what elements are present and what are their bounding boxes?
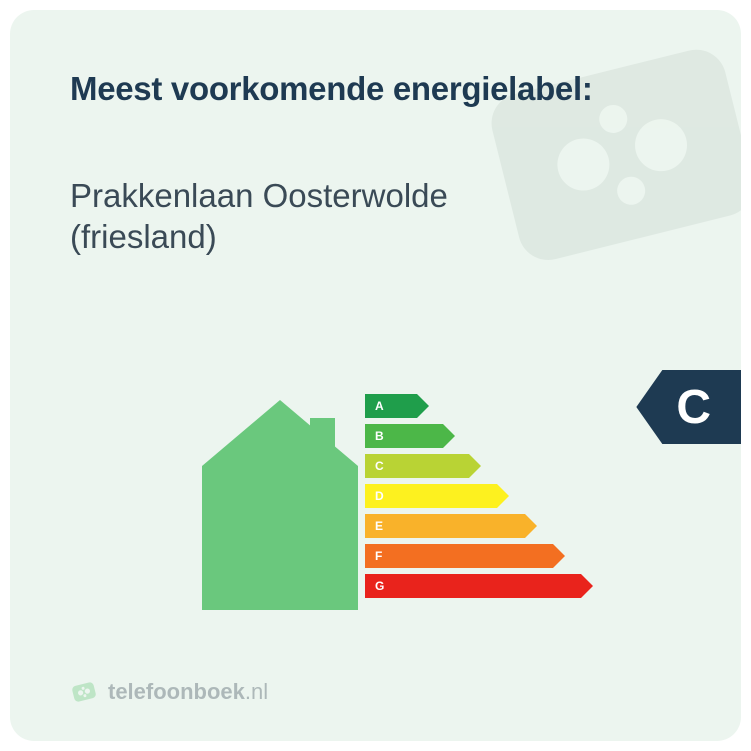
energy-bar-label: D — [375, 489, 384, 503]
energy-bar-label: F — [375, 549, 382, 563]
brand-text: telefoonboek.nl — [108, 679, 268, 705]
energy-bar-row: C — [365, 452, 581, 480]
energy-bar-g: G — [365, 574, 581, 598]
energy-bar-row: G — [365, 572, 581, 600]
energy-bar-row: F — [365, 542, 581, 570]
energy-bars: A B C D E F G — [365, 392, 581, 602]
energy-bar-f: F — [365, 544, 553, 568]
energy-bar-row: E — [365, 512, 581, 540]
energy-bar-label: E — [375, 519, 383, 533]
energy-bar-label: C — [375, 459, 384, 473]
brand-name: telefoonboek — [108, 679, 245, 704]
energy-bar-label: G — [375, 579, 384, 593]
energy-bar-e: E — [365, 514, 525, 538]
energy-bar-c: C — [365, 454, 469, 478]
energy-bar-a: A — [365, 394, 417, 418]
energy-bar-label: A — [375, 399, 384, 413]
card-title: Meest voorkomende energielabel: — [70, 70, 593, 108]
energy-bar-row: A — [365, 392, 581, 420]
energy-bar-row: B — [365, 422, 581, 450]
energy-bar-b: B — [365, 424, 443, 448]
energy-bar-d: D — [365, 484, 497, 508]
brand-icon — [70, 678, 98, 706]
watermark-icon — [441, 10, 741, 330]
footer-brand: telefoonboek.nl — [70, 678, 268, 706]
info-card: Meest voorkomende energielabel: Prakkenl… — [10, 10, 741, 741]
energy-bar-row: D — [365, 482, 581, 510]
subtitle-line-1: Prakkenlaan Oosterwolde — [70, 177, 448, 214]
rating-value: C — [676, 380, 711, 435]
energy-bar-label: B — [375, 429, 384, 443]
house-icon — [190, 400, 370, 615]
brand-tld: .nl — [245, 679, 268, 704]
card-subtitle: Prakkenlaan Oosterwolde (friesland) — [70, 175, 448, 258]
subtitle-line-2: (friesland) — [70, 218, 217, 255]
